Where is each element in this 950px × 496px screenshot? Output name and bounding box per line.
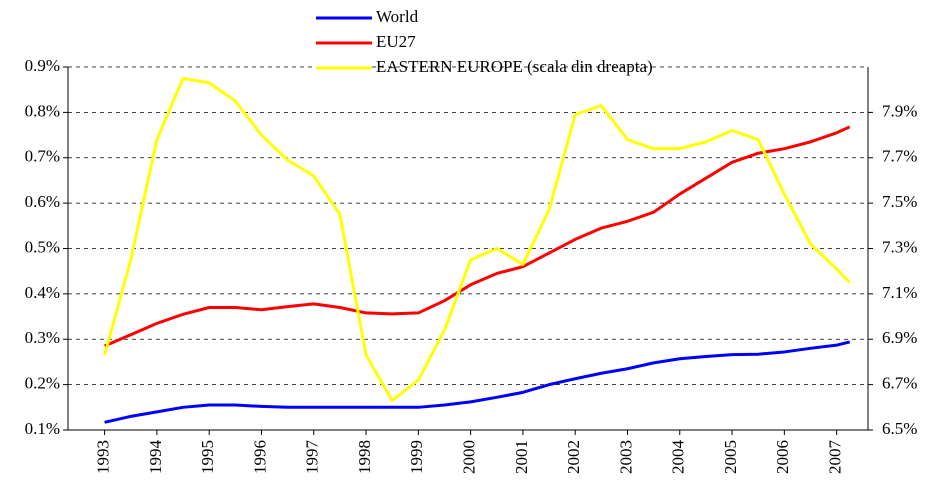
y2-tick-label: 7.1% <box>882 283 917 302</box>
x-tick-label: 2006 <box>773 440 792 474</box>
x-tick-label: 1993 <box>94 440 113 474</box>
y2-tick-label: 7.5% <box>882 192 917 211</box>
x-tick-label: 2004 <box>669 440 688 475</box>
y-tick-label: 0.8% <box>25 101 60 120</box>
y-tick-label: 0.1% <box>25 419 60 438</box>
x-tick-label: 1994 <box>146 440 165 475</box>
x-tick-label: 2002 <box>564 440 583 474</box>
y-tick-label: 0.6% <box>25 192 60 211</box>
x-tick-label: 1999 <box>407 440 426 474</box>
y2-tick-label: 6.5% <box>882 419 917 438</box>
x-tick-label: 2007 <box>826 440 845 475</box>
series-line <box>104 125 851 348</box>
legend-label: EU27 <box>376 32 416 51</box>
y-tick-label: 0.3% <box>25 328 60 347</box>
x-tick-label: 1998 <box>355 440 374 474</box>
y-tick-label: 0.9% <box>25 56 60 75</box>
y2-tick-label: 7.7% <box>882 147 917 166</box>
x-tick-label: 2005 <box>721 440 740 474</box>
series-line <box>104 340 851 424</box>
y-tick-label: 0.7% <box>25 147 60 166</box>
x-tick-label: 1996 <box>250 440 269 474</box>
legend-label: EASTERN EUROPE (scala din dreapta) <box>376 57 653 76</box>
y-tick-label: 0.2% <box>25 374 60 393</box>
y2-tick-label: 7.3% <box>882 237 917 256</box>
y2-tick-label: 6.7% <box>882 374 917 393</box>
x-tick-label: 1995 <box>198 440 217 474</box>
x-tick-label: 1997 <box>303 440 322 475</box>
x-tick-label: 2003 <box>616 440 635 474</box>
legend-label: World <box>376 7 419 26</box>
series-line <box>103 76 851 403</box>
y-tick-label: 0.5% <box>25 237 60 256</box>
x-tick-label: 2001 <box>512 440 531 474</box>
x-tick-label: 2000 <box>460 440 479 474</box>
y2-tick-label: 6.9% <box>882 328 917 347</box>
y2-tick-label: 7.9% <box>882 101 917 120</box>
y-tick-label: 0.4% <box>25 283 60 302</box>
